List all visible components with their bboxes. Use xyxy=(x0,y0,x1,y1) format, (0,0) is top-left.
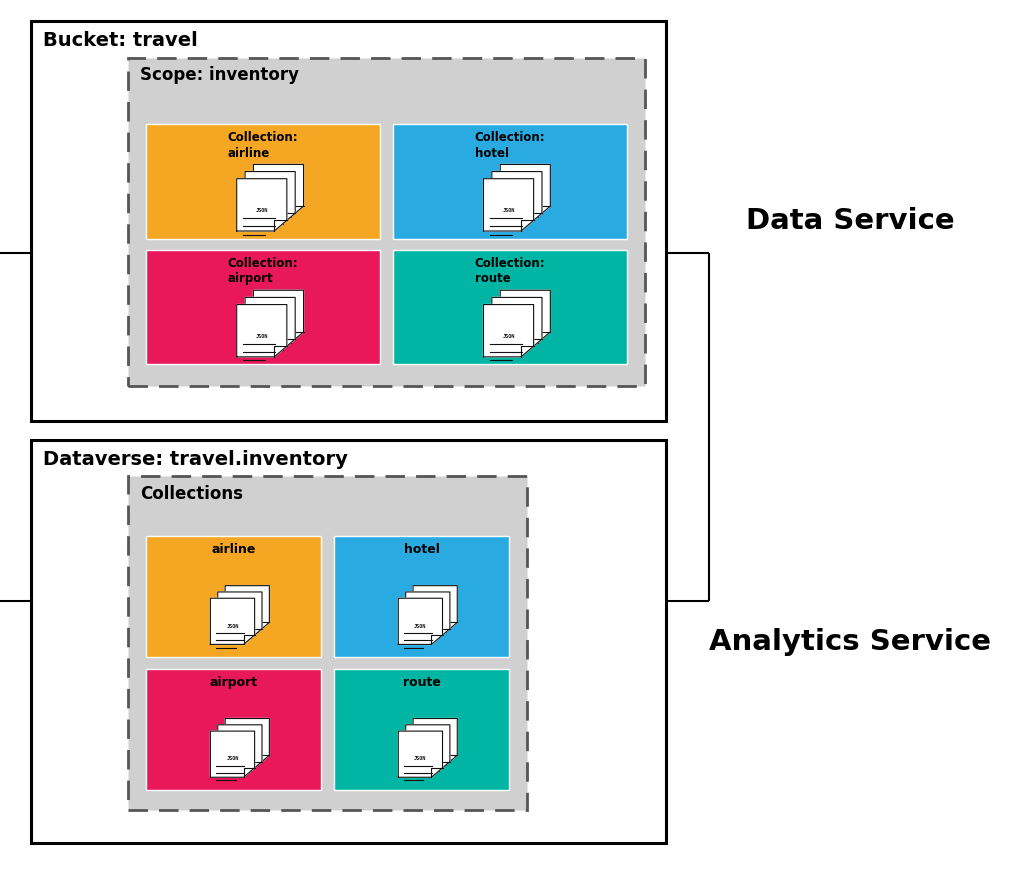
Polygon shape xyxy=(225,586,269,632)
Text: JSON: JSON xyxy=(256,208,268,212)
Bar xyxy=(146,669,322,790)
Polygon shape xyxy=(245,171,295,224)
Bar xyxy=(393,250,627,364)
Polygon shape xyxy=(492,171,542,224)
Bar xyxy=(334,669,509,790)
Text: Collection:
airline: Collection: airline xyxy=(228,131,298,160)
Text: JSON: JSON xyxy=(226,623,239,628)
Text: Collection:
airport: Collection: airport xyxy=(228,257,298,286)
Text: hotel: hotel xyxy=(403,543,439,556)
Text: JSON: JSON xyxy=(414,756,427,761)
Polygon shape xyxy=(413,586,458,632)
Polygon shape xyxy=(500,290,550,343)
Polygon shape xyxy=(245,297,295,350)
Polygon shape xyxy=(406,725,450,771)
Text: Collections: Collections xyxy=(140,485,244,503)
Text: JSON: JSON xyxy=(226,756,239,761)
Polygon shape xyxy=(218,725,262,771)
Polygon shape xyxy=(413,718,458,765)
Text: route: route xyxy=(402,676,440,689)
Polygon shape xyxy=(210,598,255,644)
Bar xyxy=(31,440,666,843)
Text: airport: airport xyxy=(210,676,258,689)
Text: Analytics Service: Analytics Service xyxy=(709,628,991,656)
Text: Scope: inventory: Scope: inventory xyxy=(140,66,299,85)
Bar xyxy=(146,536,322,657)
Text: Collection:
route: Collection: route xyxy=(475,257,545,286)
Polygon shape xyxy=(398,598,442,644)
Bar xyxy=(128,476,527,810)
Polygon shape xyxy=(237,178,287,231)
Polygon shape xyxy=(406,592,450,638)
Text: JSON: JSON xyxy=(503,334,515,338)
Polygon shape xyxy=(483,304,534,357)
Polygon shape xyxy=(225,718,269,765)
Bar xyxy=(146,250,380,364)
Bar xyxy=(31,21,666,421)
Text: Bucket: travel: Bucket: travel xyxy=(43,31,198,51)
Text: JSON: JSON xyxy=(414,623,427,628)
Polygon shape xyxy=(218,592,262,638)
Bar xyxy=(393,124,627,239)
Polygon shape xyxy=(398,731,442,777)
Polygon shape xyxy=(500,164,550,217)
Polygon shape xyxy=(492,297,542,350)
Polygon shape xyxy=(253,164,303,217)
Polygon shape xyxy=(237,304,287,357)
Text: JSON: JSON xyxy=(503,208,515,212)
Polygon shape xyxy=(253,290,303,343)
Text: Data Service: Data Service xyxy=(745,207,954,235)
Bar xyxy=(146,124,380,239)
Text: Dataverse: travel.inventory: Dataverse: travel.inventory xyxy=(43,450,348,469)
Text: Collection:
hotel: Collection: hotel xyxy=(475,131,545,160)
Polygon shape xyxy=(483,178,534,231)
Text: airline: airline xyxy=(212,543,256,556)
Text: JSON: JSON xyxy=(256,334,268,338)
Bar xyxy=(334,536,509,657)
Bar xyxy=(128,58,645,386)
Polygon shape xyxy=(210,731,255,777)
